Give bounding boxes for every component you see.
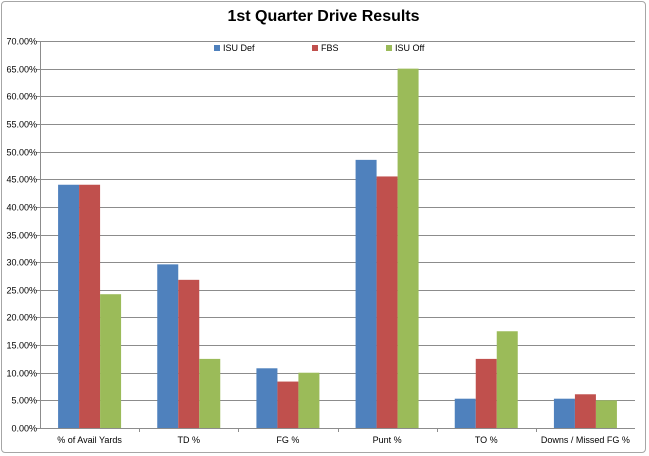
y-tick-label: 5.00% bbox=[11, 396, 37, 406]
bar-isu-off bbox=[100, 294, 122, 428]
y-tick-label: 35.00% bbox=[6, 231, 37, 241]
x-tick-label: TO % bbox=[475, 435, 498, 445]
x-tick-label: Punt % bbox=[373, 435, 402, 445]
bar-fbs bbox=[277, 381, 299, 428]
bar-isu-def bbox=[58, 184, 80, 428]
bar-isu-off bbox=[298, 372, 320, 428]
legend-swatch bbox=[312, 45, 318, 51]
legend-label: ISU Off bbox=[395, 43, 425, 53]
legend-label: ISU Def bbox=[223, 43, 255, 53]
y-tick-label: 10.00% bbox=[6, 369, 37, 379]
bar-isu-off bbox=[595, 400, 617, 428]
y-tick-label: 50.00% bbox=[6, 148, 37, 158]
legend-swatch bbox=[386, 45, 392, 51]
y-tick-label: 15.00% bbox=[6, 341, 37, 351]
bar-isu-off bbox=[397, 68, 419, 429]
y-tick-label: 45.00% bbox=[6, 175, 37, 185]
bar-isu-def bbox=[454, 398, 476, 428]
bar-isu-off bbox=[199, 358, 221, 428]
gridlines bbox=[36, 41, 635, 429]
axes bbox=[40, 41, 635, 432]
bar-fbs bbox=[376, 176, 398, 428]
y-tick-label: 0.00% bbox=[11, 424, 37, 434]
y-tick-label: 30.00% bbox=[6, 258, 37, 268]
y-tick-label: 25.00% bbox=[6, 286, 37, 296]
y-tick-label: 65.00% bbox=[6, 65, 37, 75]
bar-fbs bbox=[475, 358, 497, 428]
legend-label: FBS bbox=[321, 43, 339, 53]
bar-isu-off bbox=[496, 331, 518, 428]
y-tick-label: 70.00% bbox=[6, 37, 37, 47]
bar-isu-def bbox=[553, 398, 575, 428]
bar-isu-def bbox=[157, 264, 179, 428]
bar-fbs bbox=[574, 394, 596, 428]
y-tick-label: 60.00% bbox=[6, 92, 37, 102]
y-tick-label: 20.00% bbox=[6, 313, 37, 323]
x-tick-label: TD % bbox=[178, 435, 201, 445]
bar-fbs bbox=[79, 184, 101, 428]
y-tick-label: 40.00% bbox=[6, 203, 37, 213]
bar-isu-def bbox=[256, 368, 278, 428]
x-tick-label: % of Avail Yards bbox=[57, 435, 122, 445]
x-tick-label: Downs / Missed FG % bbox=[541, 435, 630, 445]
x-tick-labels: % of Avail Yards TD % FG % Punt % TO % Downs … bbox=[57, 435, 630, 445]
x-tick-label: FG % bbox=[276, 435, 299, 445]
y-tick-label: 55.00% bbox=[6, 120, 37, 130]
bars bbox=[58, 68, 617, 429]
bar-isu-def bbox=[355, 159, 377, 428]
legend: ISU Def FBS ISU Off bbox=[214, 43, 425, 53]
bar-fbs bbox=[178, 279, 200, 428]
legend-swatch bbox=[214, 45, 220, 51]
chart-title: 1st Quarter Drive Results bbox=[227, 8, 420, 25]
y-tick-labels: 0.00% 5.00% 10.00% 15.00% 20.00% 25.00% 30.00%… bbox=[6, 37, 37, 434]
